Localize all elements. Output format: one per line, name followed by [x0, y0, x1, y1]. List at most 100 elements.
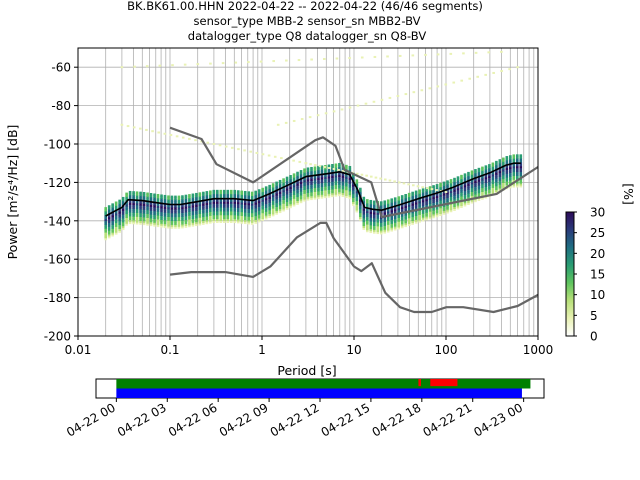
heatmap-cell — [400, 223, 404, 227]
heatmap-cell — [372, 221, 376, 225]
heatmap-cell — [153, 197, 156, 200]
heatmap-cell — [313, 166, 317, 169]
heatmap-cell — [202, 218, 205, 221]
heatmap-cell — [177, 216, 181, 220]
heatmap-cell — [456, 197, 460, 200]
heatmap-cell — [306, 190, 310, 193]
heatmap-cell — [306, 198, 310, 201]
heatmap-cell — [331, 177, 334, 180]
heatmap-cell — [219, 220, 223, 223]
heatmap-cell — [128, 221, 132, 225]
heatmap-cell — [268, 196, 271, 199]
heatmap-cell — [334, 194, 338, 197]
heatmap-cell — [209, 190, 212, 193]
heatmap-cell-faint — [324, 112, 328, 115]
heatmap-cell — [275, 187, 278, 190]
heatmap-cell — [198, 209, 202, 213]
heatmap-cell — [229, 216, 233, 220]
heatmap-cell — [170, 216, 174, 220]
heatmap-cell-faint — [360, 56, 364, 59]
heatmap-cell — [243, 204, 247, 207]
heatmap-cell — [135, 214, 139, 217]
heatmap-cell — [174, 224, 177, 227]
heatmap-cell — [313, 183, 317, 187]
heatmap-cell — [449, 209, 453, 213]
heatmap-cell — [484, 192, 488, 195]
heatmap-cell — [372, 217, 376, 221]
heatmap-cell — [411, 216, 414, 220]
y-tick-label: -140 — [44, 214, 71, 228]
heatmap-cell — [393, 201, 397, 204]
heatmap-cell — [209, 192, 212, 195]
heatmap-cell — [418, 200, 421, 204]
heatmap-cell — [390, 207, 394, 211]
heatmap-cell-faint — [452, 81, 456, 84]
chart-title: BK.BK61.00.HHN 2022-04-22 -- 2022-04-22 … — [127, 0, 483, 43]
heatmap-cell — [502, 170, 505, 174]
heatmap-cell — [285, 201, 289, 205]
heatmap-cell — [334, 163, 338, 166]
heatmap-cell — [306, 178, 310, 182]
heatmap-cell — [125, 221, 128, 224]
heatmap-cell — [261, 203, 264, 206]
heatmap-cell — [404, 209, 407, 212]
heatmap-cell — [383, 223, 387, 226]
heatmap-cell — [174, 214, 177, 218]
heatmap-cell — [481, 172, 484, 175]
heatmap-cell — [139, 205, 142, 208]
heatmap-cell — [160, 204, 163, 207]
heatmap-cell — [289, 196, 292, 199]
heatmap-cell — [425, 189, 428, 192]
heatmap-cell — [285, 205, 289, 208]
heatmap-cell — [285, 180, 289, 183]
heatmap-cell — [202, 203, 205, 206]
heatmap-cell — [463, 190, 467, 194]
colorbar-tick-label: 5 — [590, 309, 598, 323]
heatmap-cell — [456, 189, 460, 193]
heatmap-cell — [229, 195, 233, 198]
heatmap-cell — [327, 185, 331, 189]
heatmap-cell-faint — [138, 127, 142, 130]
heatmap-cell — [254, 215, 257, 219]
heatmap-cell-faint — [188, 137, 191, 140]
heatmap-cell — [299, 198, 303, 202]
heatmap-cell — [247, 200, 251, 204]
heatmap-cell — [414, 192, 418, 195]
heatmap-cell — [331, 192, 334, 196]
heatmap-cell — [114, 211, 118, 214]
heatmap-cell — [435, 203, 439, 206]
heatmap-cell — [432, 185, 435, 188]
heatmap-cell — [135, 193, 139, 196]
heatmap-cell — [390, 219, 394, 222]
heatmap-cell — [139, 195, 142, 198]
heatmap-cell — [195, 214, 198, 217]
heatmap-cell — [202, 205, 205, 208]
heatmap-cell — [285, 192, 289, 195]
heatmap-cell — [250, 201, 254, 204]
heatmap-cell — [285, 195, 289, 199]
heatmap-cell — [167, 214, 170, 217]
heatmap-cell — [299, 191, 303, 194]
heatmap-cell — [449, 200, 453, 203]
heatmap-cell — [264, 199, 268, 203]
heatmap-cell — [463, 196, 467, 199]
heatmap-cell — [383, 217, 387, 221]
heatmap-cell — [502, 182, 505, 185]
colorbar-tick-label: 25 — [590, 226, 605, 240]
heatmap-cell — [135, 222, 139, 225]
heatmap-cell — [299, 183, 303, 186]
heatmap-cell — [432, 202, 435, 205]
heatmap-cell — [397, 209, 401, 213]
heatmap-cell — [142, 203, 146, 206]
heatmap-cell-faint — [292, 119, 296, 122]
heatmap-cell — [453, 189, 456, 192]
heatmap-cell — [317, 169, 320, 173]
heatmap-cell — [163, 210, 167, 213]
heatmap-cell — [268, 198, 271, 201]
heatmap-cell — [243, 213, 247, 217]
heatmap-cell — [421, 188, 425, 191]
heatmap-cell — [324, 184, 327, 187]
heatmap-cell — [359, 210, 362, 214]
heatmap-cell — [460, 197, 463, 201]
